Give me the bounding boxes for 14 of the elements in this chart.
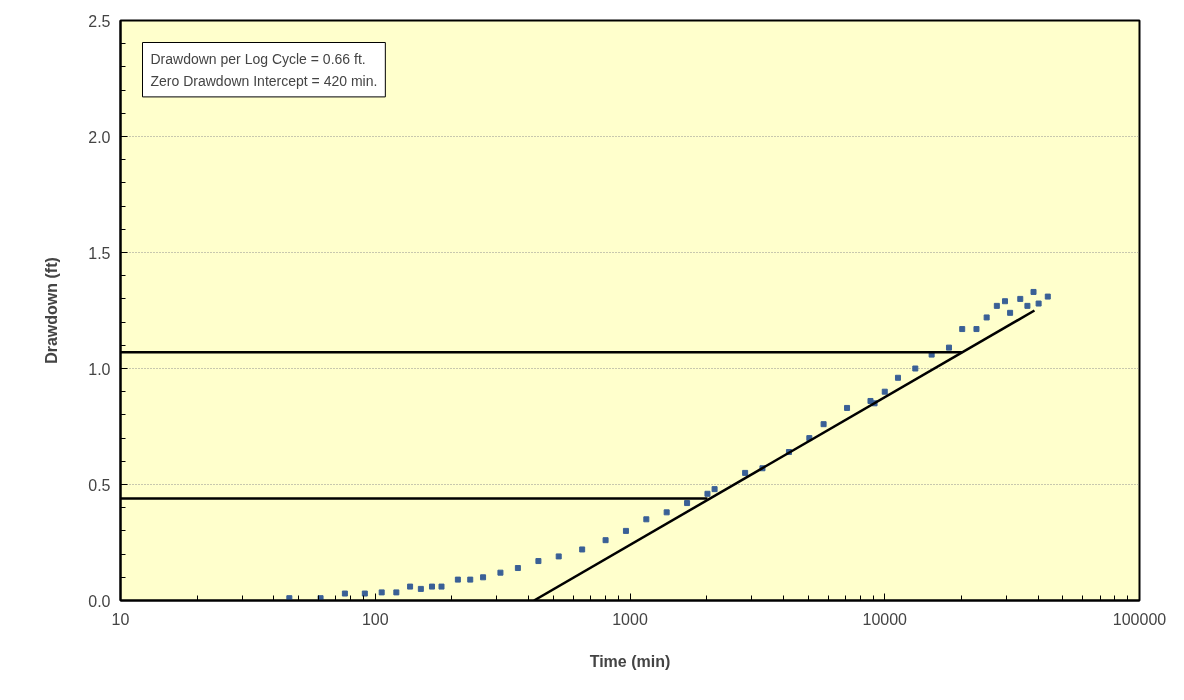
y-tick-label: 2.5: [88, 12, 111, 30]
y-tick-label: 0.0: [88, 592, 111, 610]
x-tick-label: 10000: [862, 610, 908, 628]
x-tick-label: 1000: [612, 610, 648, 628]
x-tick-label: 100: [361, 610, 389, 628]
x-tick-label: 100000: [1112, 610, 1167, 628]
y-axis-title: Drawdown (ft): [43, 257, 61, 364]
x-tick-label: 10: [111, 610, 130, 628]
x-axis-title: Time (min): [589, 652, 671, 670]
y-tick-label: 0.5: [88, 476, 111, 494]
y-tick-label: 1.0: [88, 360, 111, 378]
annotation: Drawdown per Log Cycle = 0.66 ft. Zero Drawdown Intercept = 420 min.: [150, 50, 378, 89]
y-tick-label: 1.5: [88, 244, 111, 262]
y-tick-label: 2.0: [88, 128, 111, 146]
